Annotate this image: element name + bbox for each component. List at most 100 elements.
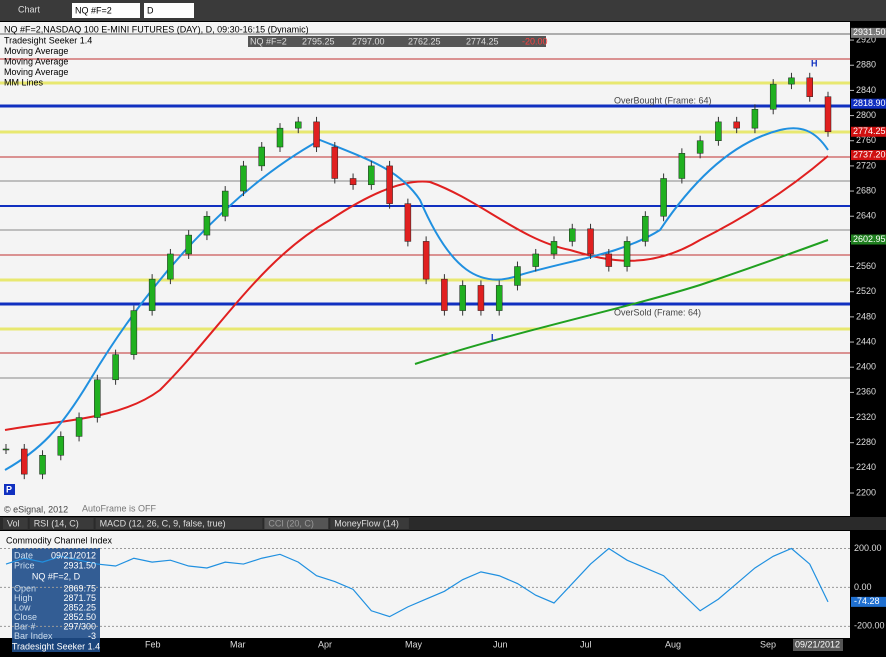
study-name: Moving Average [4,67,68,77]
indicator-tab[interactable] [330,518,409,529]
month-label: Aug [665,639,681,649]
quote-value: -20.00 [522,36,548,46]
y-tick-label: 2640 [856,211,876,221]
candle [751,109,759,129]
candle [276,127,284,148]
data-symbol: NQ #F=2, D [32,571,81,581]
high-marker: H [811,58,818,68]
candle [368,165,375,186]
candle [477,285,485,311]
y-tick-label: 200.00 [854,543,882,553]
data-label: Open [14,583,36,593]
y-tick-label: 2880 [856,60,876,70]
low-marker: L [491,332,497,342]
indicator-tab[interactable] [95,518,263,529]
candle [258,146,265,167]
x-axis [0,638,886,652]
y-tick-label: 2800 [856,110,876,120]
price-tag-label: 2602.95 [853,234,886,244]
data-label: Bar # [14,621,36,631]
quote-value: NQ #F=2 [250,36,287,46]
candle [349,178,357,186]
candle [240,165,247,192]
data-label: Date [14,550,33,560]
indicator-tab[interactable] [3,518,28,529]
y-tick-label: 2320 [856,412,876,422]
price-tag-label: 2931.50 [853,27,886,37]
candle [57,436,65,456]
quote-bar [248,36,546,47]
candle [331,146,339,179]
candle [605,253,613,267]
study-name: Moving Average [4,46,68,56]
price-tag [851,98,886,109]
candle [495,285,503,311]
indicator-tab[interactable] [264,518,329,529]
interval[interactable]: D [147,5,154,15]
quote-value: 2774.25 [466,36,499,46]
symbol-box[interactable] [72,3,140,18]
autoframe-note: AutoFrame is OFF [82,503,157,513]
candle [569,228,576,242]
candle [696,140,704,154]
price-tag-label: 2737.20 [853,149,886,159]
data-value: 2852.25 [63,602,96,612]
indicator-tab-label[interactable]: MoneyFlow (14) [334,518,399,528]
data-label: Low [14,602,31,612]
candle [532,253,539,267]
data-value: 2852.50 [63,612,96,622]
data-value: 2869.75 [63,583,96,593]
month-label: Jun [493,639,508,649]
interval-box[interactable] [144,3,194,18]
quote-value: 2795.25 [302,36,335,46]
y-tick-label: 2560 [856,261,876,271]
indicator-tab-label[interactable]: CCI (20, C) [268,518,314,528]
candle [642,215,649,242]
candle [94,379,101,418]
price-tag-label: 2818.90 [853,98,886,108]
candle [75,417,83,437]
candle [21,448,28,475]
candle [221,190,229,217]
cci-line [5,547,829,618]
month-label: Mar [230,639,246,649]
indicator-tab-label[interactable]: MACD (12, 26, C, 9, false, true) [100,518,226,528]
quote-value: 2797.00 [352,36,385,46]
price-tag [851,27,886,38]
candle [824,96,832,133]
data-label: Bar Index [14,631,53,641]
candle [167,253,174,280]
cci-pane [0,531,850,638]
candle [623,241,631,267]
month-label: May [405,639,423,649]
candle [39,455,46,475]
window-title: Chart [18,4,41,14]
cci-current-label: -74.28 [854,596,880,606]
y-tick-label: 2240 [856,462,876,472]
study-name: Tradesight Seeker 1.4 [4,35,92,45]
oversold-label: OverSold (Frame: 64) [614,307,701,317]
y-tick-label: 2280 [856,437,876,447]
candle [441,278,448,311]
y-tick-label: 2840 [856,85,876,95]
candle [514,266,521,286]
y-tick-label: 2440 [856,336,876,346]
y-tick-label: 2360 [856,387,876,397]
symbol[interactable]: NQ #F=2 [75,5,112,15]
indicator-tab[interactable] [29,518,94,529]
candle [313,121,320,148]
indicator-tab-label[interactable]: RSI (14, C) [34,518,79,528]
y-tick-label: -200.00 [854,621,885,631]
price-tag [851,126,886,137]
month-label: Apr [318,639,332,649]
candle [148,278,156,311]
y-tick-label: 2200 [856,487,876,497]
candle [788,77,795,85]
last-date: 09/21/2012 [795,639,840,649]
indicator-tab-label[interactable]: Vol [7,518,20,528]
chart-header: NQ #F=2,NASDAQ 100 E-MINI FUTURES (DAY),… [4,24,309,34]
candle [112,354,119,381]
p-marker: P [6,484,12,494]
y-tick-label: 2400 [856,362,876,372]
